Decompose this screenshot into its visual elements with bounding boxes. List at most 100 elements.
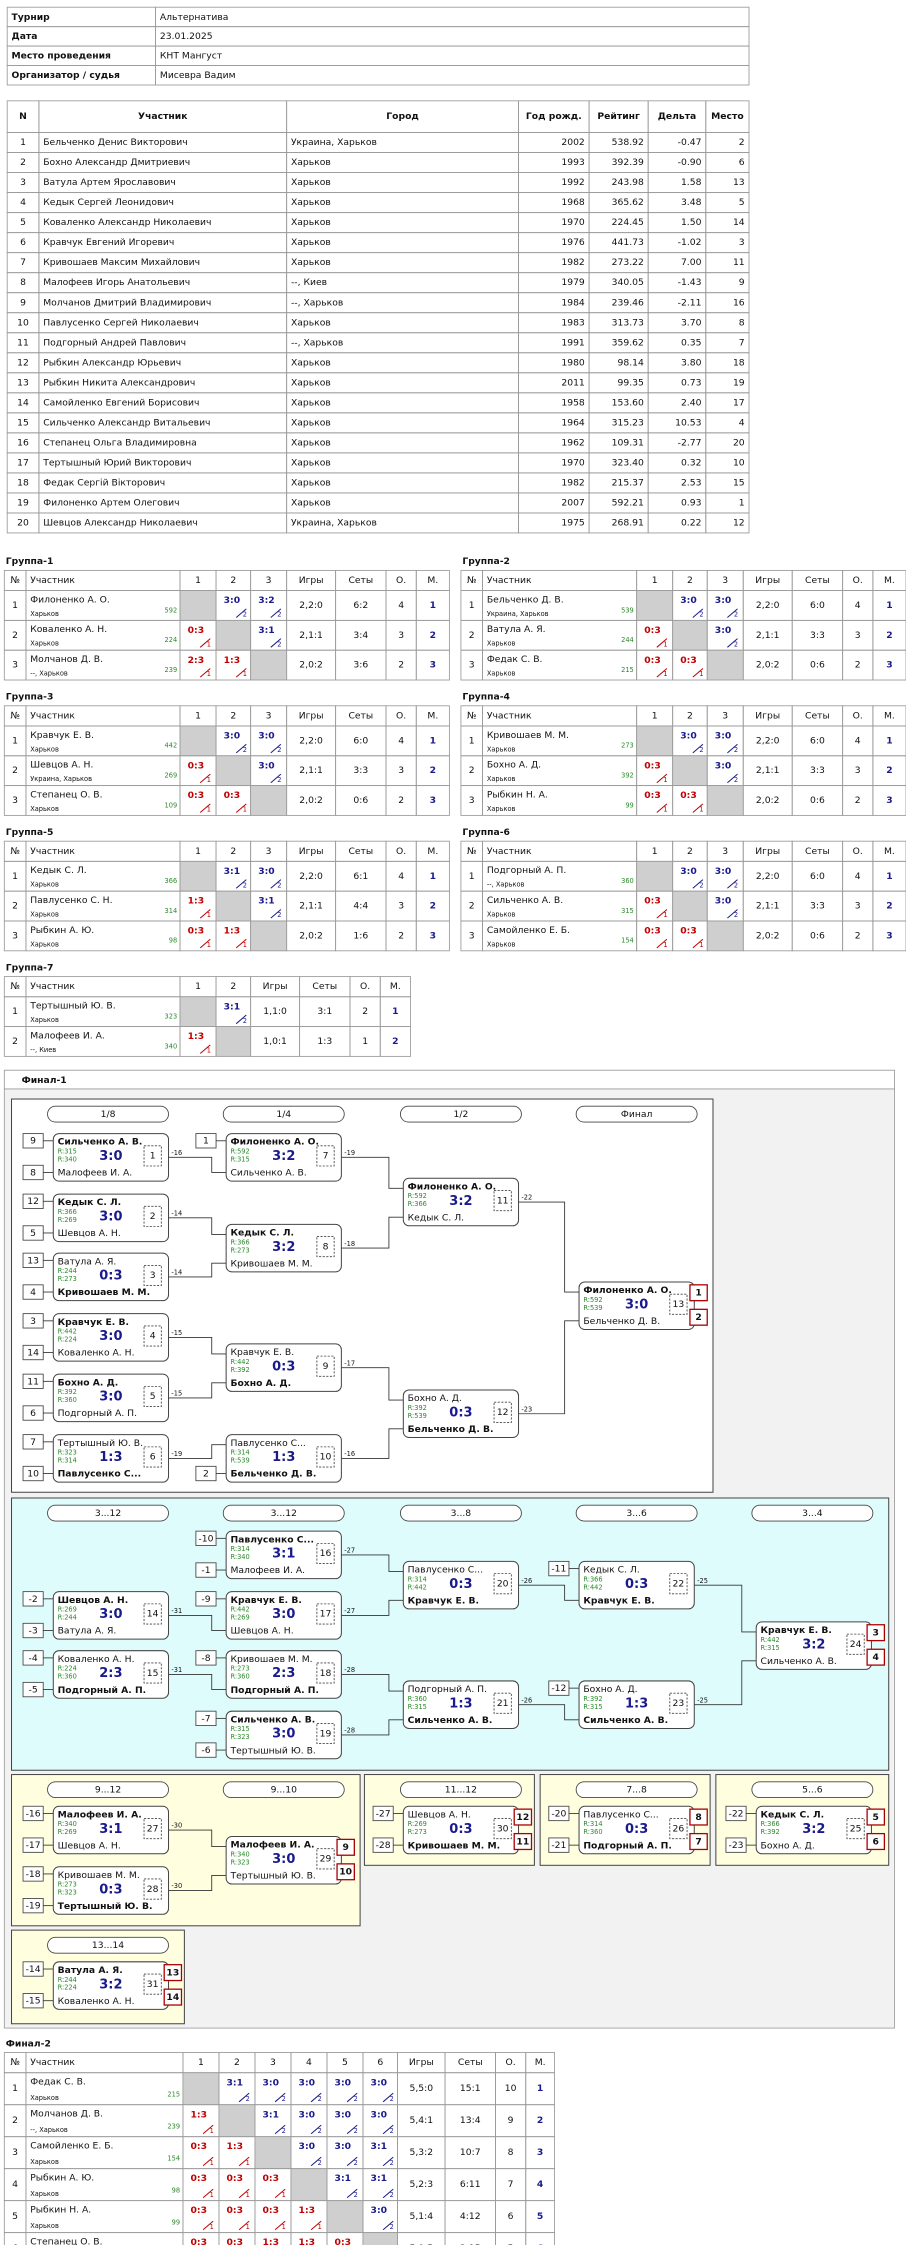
match-score: 3:0 xyxy=(371,2077,387,2088)
cell-text: 1962 xyxy=(561,437,584,448)
player-rating: R:244 xyxy=(58,1614,77,1622)
match-score: 0:3 xyxy=(188,760,205,771)
participant-city: Харьков xyxy=(30,940,59,948)
seed-label: 2 xyxy=(203,1468,209,1479)
match-box xyxy=(402,1680,520,1729)
cell-text: Харьков xyxy=(291,237,331,248)
match-points: 2 xyxy=(734,911,738,919)
participant-name: Павлусенко С. Н. xyxy=(30,895,112,906)
column-header: М. xyxy=(390,981,401,992)
loser-target: -28 xyxy=(344,1666,355,1674)
group-title: Группа-1 xyxy=(6,556,54,567)
sets: 6:11 xyxy=(460,2179,481,2190)
match-score: 0:3 xyxy=(625,1822,648,1837)
participant-city: Харьков xyxy=(487,640,516,648)
cell-text: 10.53 xyxy=(675,417,701,428)
slash xyxy=(692,938,704,949)
match-points: 1 xyxy=(207,806,211,814)
column-header: 2 xyxy=(687,846,693,857)
cell-text: Кедык Сергей Леонидович xyxy=(43,197,174,208)
player-rating: R:360 xyxy=(408,1695,427,1703)
place: 2 xyxy=(430,630,436,641)
column-header: Игры xyxy=(299,575,324,586)
slash xyxy=(202,2220,214,2231)
slash xyxy=(382,2092,394,2103)
place: 2 xyxy=(392,1036,398,1047)
group-title: Группа-7 xyxy=(6,962,54,973)
player-rating: R:392 xyxy=(58,1388,77,1396)
column-header: Город xyxy=(386,111,419,122)
place: 2 xyxy=(430,765,436,776)
match-score: 3:0 xyxy=(224,595,241,606)
player-name: Кривошаев М. М. xyxy=(408,1840,500,1851)
seed-box xyxy=(22,1164,44,1181)
slash xyxy=(656,803,668,813)
cell-text: Филоненко Артем Олегович xyxy=(43,497,179,508)
games: 5,4:1 xyxy=(410,2115,434,2126)
cell-text: 16 xyxy=(733,297,745,308)
cell-text: 1970 xyxy=(561,217,585,228)
place: 2 xyxy=(430,901,436,912)
match-score: 1:3 xyxy=(191,2109,207,2120)
column-header: N xyxy=(19,111,27,122)
column-header: Участник xyxy=(487,710,532,721)
column-header: 3 xyxy=(266,846,272,857)
match-number: 4 xyxy=(150,1331,156,1342)
player-name: Бохно А. Д. xyxy=(583,1684,637,1695)
player-rating: R:269 xyxy=(58,1216,77,1224)
participant-name: Молчанов Д. В. xyxy=(30,2109,103,2120)
seed-label: 9 xyxy=(30,1136,36,1147)
slash xyxy=(382,2124,394,2135)
match-score: 1:3 xyxy=(227,2141,244,2152)
place: 1 xyxy=(392,1006,398,1017)
match-score: 0:3 xyxy=(449,1577,472,1592)
loser-target: -30 xyxy=(171,1882,182,1890)
match-points: 1 xyxy=(207,941,211,949)
slash xyxy=(238,2092,250,2103)
games: 2,0:2 xyxy=(299,930,323,941)
round-label: 13...14 xyxy=(92,1940,124,1951)
seed-label: -11 xyxy=(551,1564,566,1575)
cell-text: Кривошаев Максим Михайлович xyxy=(43,257,200,268)
games: 5,1:4 xyxy=(410,2211,434,2222)
match-number-box xyxy=(316,1145,335,1167)
match-score: 0:3 xyxy=(625,1577,648,1592)
diagonal-cell xyxy=(362,2232,398,2245)
player-rating: R:224 xyxy=(58,1336,77,1344)
row-number: 2 xyxy=(469,765,475,776)
cell-text: 0.93 xyxy=(681,497,702,508)
cell-text: Степанец Ольга Владимировна xyxy=(43,437,197,448)
cell-text: 20 xyxy=(733,437,745,448)
final-place: 12 xyxy=(516,1812,529,1823)
pts: 1 xyxy=(362,1036,368,1047)
match-score: 3:0 xyxy=(335,2077,352,2088)
match-score: 0:3 xyxy=(191,2141,207,2152)
column-header: 3 xyxy=(270,2057,276,2068)
player-rating: R:539 xyxy=(583,1304,602,1312)
seed-label: -8 xyxy=(201,1653,210,1664)
column-header: М. xyxy=(427,846,438,857)
column-header: 3 xyxy=(266,575,272,586)
player-name: Подгорный А. П. xyxy=(58,1685,147,1696)
cell-text: 3 xyxy=(20,177,26,188)
connector xyxy=(341,1428,404,1459)
cell-text: 2007 xyxy=(561,497,585,508)
cell-text: 592.21 xyxy=(612,497,644,508)
match-points: 2 xyxy=(734,640,738,648)
seed-box xyxy=(22,1866,44,1882)
match-box xyxy=(402,1177,520,1227)
match-number: 9 xyxy=(323,1361,329,1372)
match-score: 1:3 xyxy=(188,1031,205,1042)
column-header: Дельта xyxy=(658,111,697,122)
match-number-box xyxy=(143,1818,162,1840)
match-points: 1 xyxy=(243,806,247,814)
group-title: Группа-2 xyxy=(462,556,510,567)
games: 5,5:0 xyxy=(410,2083,434,2094)
slash xyxy=(310,2092,322,2103)
slash xyxy=(235,668,247,678)
cell-text: 20 xyxy=(17,518,29,529)
diagonal-cell xyxy=(706,649,744,681)
player-name: Тертышный Ю. В. xyxy=(229,1745,315,1756)
row-number: 3 xyxy=(469,795,475,806)
player-name: Шевцов А. Н. xyxy=(230,1626,293,1637)
